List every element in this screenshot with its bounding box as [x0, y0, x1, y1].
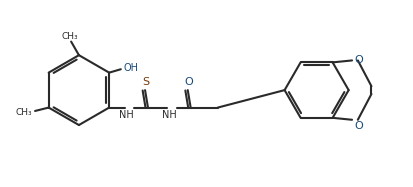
- Text: NH: NH: [162, 110, 177, 119]
- Text: CH₃: CH₃: [62, 32, 78, 41]
- Text: S: S: [142, 77, 150, 87]
- Text: OH: OH: [124, 63, 139, 73]
- Text: O: O: [184, 77, 193, 87]
- Text: O: O: [354, 55, 363, 65]
- Text: NH: NH: [119, 110, 134, 119]
- Text: O: O: [354, 121, 363, 131]
- Text: CH₃: CH₃: [16, 108, 32, 117]
